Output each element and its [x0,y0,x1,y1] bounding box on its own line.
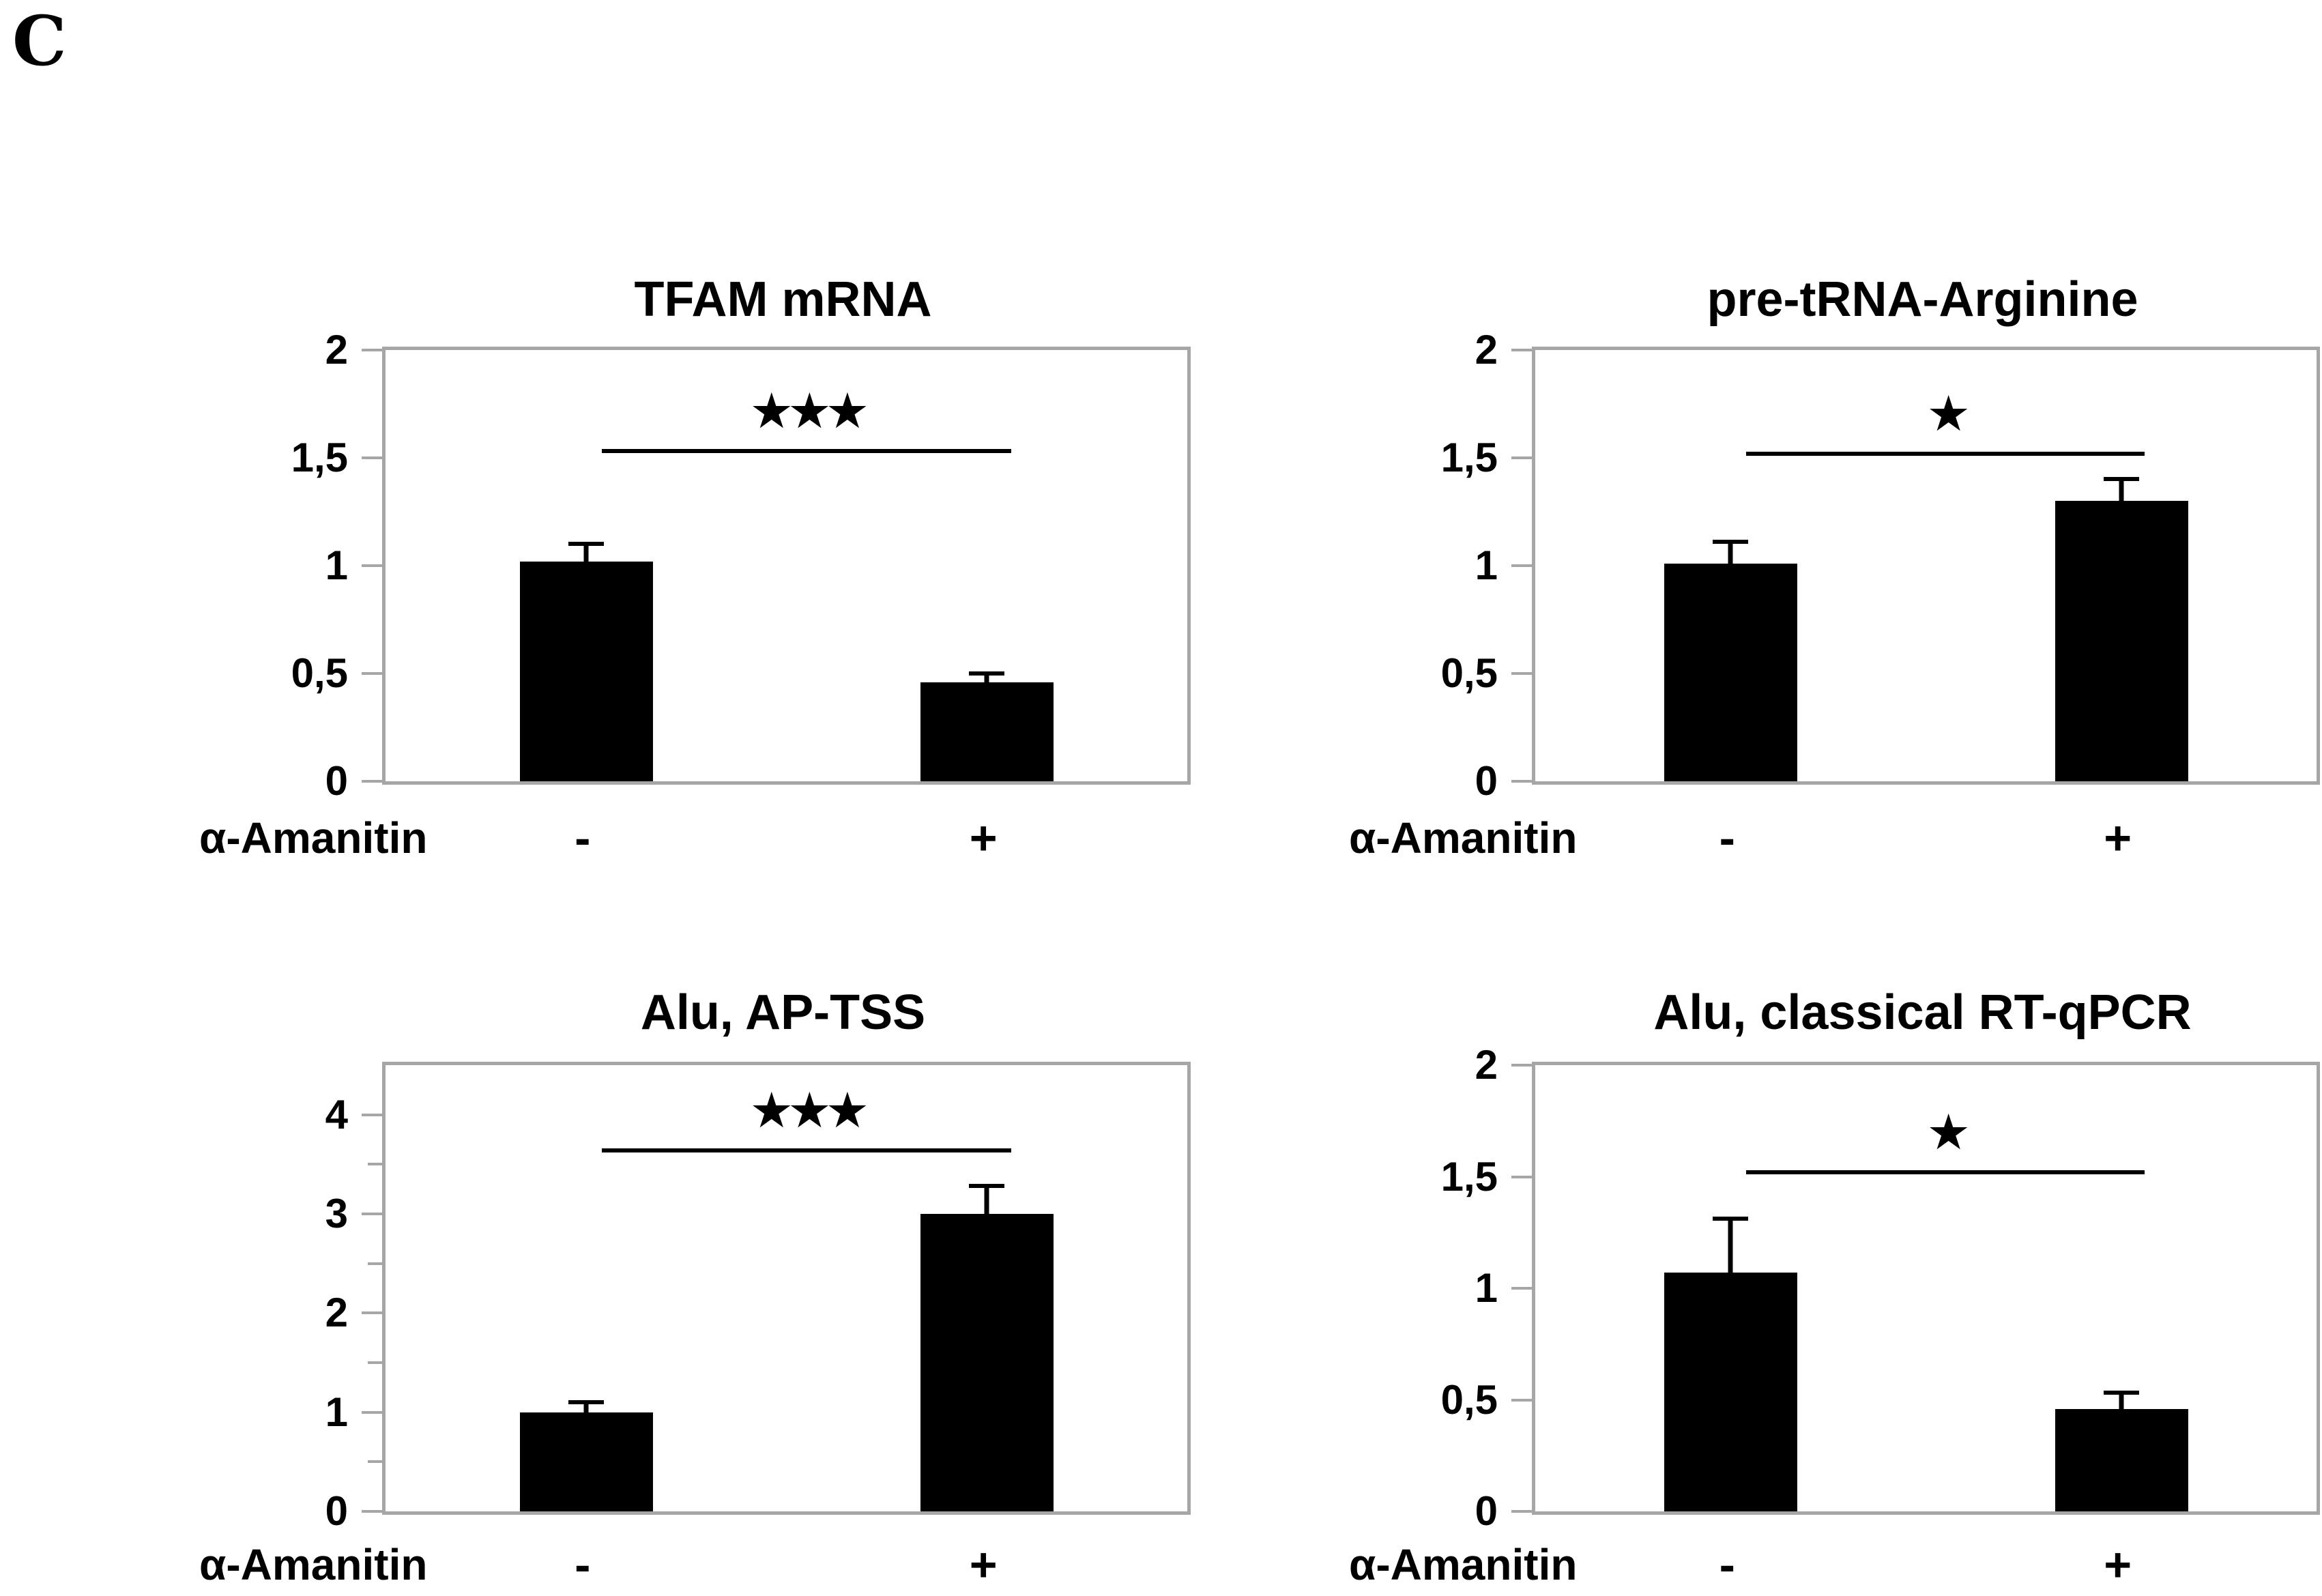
y-axis-tick [362,1510,382,1513]
y-tick-label: 0,5 [1440,1376,1498,1423]
chart-tfam-mrna: TFAM mRNA ★★★ 0 0,5 1 1,5 2 α-Amanitin - + [191,256,1215,945]
plot-area: ★ 0 0,5 1 1,5 2 [1441,330,2320,802]
y-axis-tick [362,456,382,459]
y-axis-tick [362,1213,382,1215]
x-axis-label: α-Amanitin [1349,813,1578,862]
x-category-row: - + [1532,1534,2313,1595]
x-category-plus: + [2104,811,2132,865]
chart-title: pre-tRNA-Arginine [1707,272,2138,327]
bar-minus [519,561,653,781]
plot-area: ★★★ 0 1 2 3 4 [325,1062,1191,1532]
y-tick-label: 0,5 [1440,650,1498,696]
y-axis-tick [1511,1287,1532,1290]
y-tick-label: 0 [1475,1488,1498,1534]
y-tick-label: 1,5 [291,435,348,480]
y-axis-minor-tick [368,1163,382,1166]
significance-stars: ★ [1926,1103,1970,1161]
x-category-row: - + [382,807,1184,869]
significance-line [602,449,1011,454]
y-tick-label: 2 [1475,327,1498,373]
y-tick-label: 3 [325,1191,348,1236]
chart-alu-ap-tss: Alu, AP-TSS ★★★ 0 1 2 3 4 α-Amanitin - + [191,969,1215,1596]
y-axis-tick [1511,780,1532,783]
y-tick-label: 1,5 [1440,435,1498,480]
y-tick-label: 2 [1475,1042,1498,1088]
x-category-plus: + [969,811,998,865]
error-bar-minus [568,542,604,561]
significance-line [1746,451,2145,456]
y-axis-tick [1511,1064,1532,1067]
y-axis-tick [362,780,382,783]
y-tick-label: 0,5 [291,650,348,696]
y-axis-minor-tick [368,1262,382,1265]
y-axis-tick [1511,1175,1532,1178]
y-tick-label: 1 [325,542,348,588]
significance-stars: ★★★ [749,382,870,440]
y-axis-tick [362,1410,382,1414]
plot-area: ★★★ 0 0,5 1 1,5 2 [291,330,1191,802]
error-bar-plus [2103,1391,2139,1408]
y-tick-label: 2 [325,1290,348,1336]
y-tick-label: 0 [1475,758,1498,804]
significance-line [1746,1170,2145,1174]
bar-plus [2055,501,2188,781]
y-axis-tick [1511,456,1532,459]
error-bar-plus [969,671,1005,682]
y-axis-tick [1511,1398,1532,1402]
y-axis-tick [1511,672,1532,675]
y-tick-label: 1 [325,1389,348,1435]
error-bar-minus [568,1400,604,1412]
x-category-plus: + [2104,1538,2132,1591]
error-bar-minus [1713,1217,1749,1273]
x-category-plus: + [969,1538,998,1591]
y-axis-tick [1511,564,1532,567]
y-axis-minor-tick [368,1361,382,1364]
y-axis-tick [1511,349,1532,351]
y-axis-tick [1511,1510,1532,1513]
plot-area: ★ 0 0,5 1 1,5 2 [1441,1045,2320,1532]
chart-pre-trna-arginine: pre-tRNA-Arginine ★ 0 0,5 1 1,5 2 α-Amanitin… [1341,256,2322,945]
x-category-row: - + [1532,807,2313,869]
y-tick-label: 4 [325,1091,348,1137]
chart-title: TFAM mRNA [634,272,932,327]
x-axis-label: α-Amanitin [199,1540,428,1589]
bar-minus [1664,1273,1798,1511]
y-tick-label: 1 [1475,542,1498,588]
error-bar-plus [2103,477,2139,501]
y-tick-label: 1 [1475,1265,1498,1311]
y-axis-tick [362,349,382,351]
x-category-minus: - [575,1538,591,1591]
bar-minus [1664,563,1798,781]
error-bar-minus [1713,540,1749,564]
x-axis-label: α-Amanitin [1349,1540,1578,1589]
bar-minus [519,1412,653,1511]
significance-stars: ★ [1926,384,1970,442]
y-tick-label: 2 [325,327,348,373]
x-category-minus: - [1719,1538,1735,1591]
significance-stars: ★★★ [749,1082,870,1140]
y-axis-tick [362,564,382,567]
y-tick-label: 1,5 [1440,1153,1498,1200]
bar-plus [920,1214,1054,1511]
error-bar-plus [969,1184,1005,1214]
y-tick-label: 0 [325,1488,348,1534]
bar-plus [920,682,1054,781]
y-axis-tick [362,672,382,675]
x-axis-label: α-Amanitin [199,813,428,862]
y-axis-minor-tick [368,1460,382,1464]
significance-line [602,1148,1011,1153]
y-tick-label: 0 [325,758,348,804]
chart-title: Alu, classical RT-qPCR [1653,985,2192,1040]
x-category-minus: - [575,811,591,865]
panel-letter: C [12,1,67,81]
chart-alu-classical-rt-qpcr: Alu, classical RT-qPCR ★ 0 0,5 1 1,5 2 α-Ama… [1341,969,2322,1596]
y-axis-tick [362,1113,382,1116]
x-category-row: - + [382,1534,1184,1595]
x-category-minus: - [1719,811,1735,865]
bar-plus [2055,1408,2188,1511]
chart-title: Alu, AP-TSS [640,985,926,1040]
y-axis-tick [362,1311,382,1315]
